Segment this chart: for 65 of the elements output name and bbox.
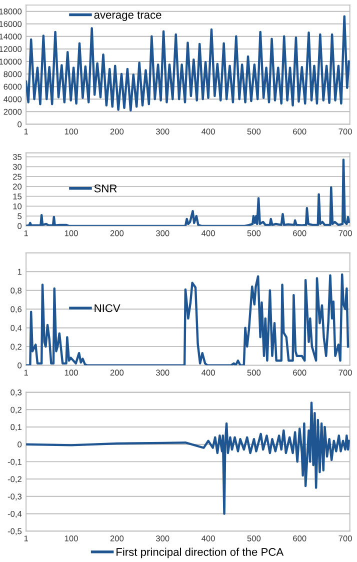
x-tick-label: 1 bbox=[24, 128, 28, 134]
x-tick-label: 200 bbox=[110, 535, 124, 542]
y-tick-label: 6000 bbox=[4, 84, 22, 90]
y-tick-label: 0,6 bbox=[10, 306, 22, 314]
y-tick-label: 20 bbox=[13, 184, 22, 190]
y-tick-label: -0,2 bbox=[8, 476, 22, 484]
y-tick-label: 0,4 bbox=[10, 325, 22, 332]
x-tick-label: 300 bbox=[156, 370, 170, 376]
x-tick-label: 500 bbox=[247, 370, 261, 376]
x-tick-label: 300 bbox=[156, 230, 170, 236]
x-tick-label: 1 bbox=[24, 536, 28, 542]
y-tick-label: 0 bbox=[18, 442, 22, 448]
x-tick-label: 200 bbox=[110, 128, 124, 134]
y-tick-label: 0,1 bbox=[10, 424, 22, 432]
x-tick-label: 600 bbox=[293, 230, 306, 236]
x-tick-label: 600 bbox=[293, 535, 306, 542]
x-tick-label: 100 bbox=[64, 230, 78, 236]
y-tick-label: -0,3 bbox=[8, 494, 22, 500]
y-tick-label: 2000 bbox=[4, 108, 22, 115]
y-tick-label: 0,2 bbox=[10, 406, 22, 414]
x-tick-label: 400 bbox=[202, 535, 215, 542]
x-tick-label: 500 bbox=[247, 128, 261, 134]
x-tick-label: 600 bbox=[293, 370, 306, 376]
legend-label: First principal direction of the PCA bbox=[116, 548, 284, 558]
legend-label: average trace bbox=[94, 11, 162, 21]
y-tick-label: 0 bbox=[18, 121, 22, 128]
x-tick-label: 300 bbox=[156, 128, 170, 134]
y-tick-label: 4000 bbox=[4, 96, 22, 102]
x-tick-label: 200 bbox=[110, 230, 124, 236]
y-tick-label: 15 bbox=[13, 194, 22, 200]
x-tick-label: 100 bbox=[64, 535, 78, 542]
x-tick-label: 700 bbox=[338, 370, 352, 376]
x-tick-label: 100 bbox=[64, 370, 78, 376]
legend-label: SNR bbox=[94, 184, 117, 192]
x-tick-label: 400 bbox=[202, 128, 215, 134]
x-tick-label: 400 bbox=[202, 230, 215, 236]
y-tick-label: 0,8 bbox=[10, 288, 22, 294]
y-tick-label: 10 bbox=[13, 203, 22, 210]
x-tick-label: 500 bbox=[247, 230, 261, 236]
y-tick-label: 0 bbox=[18, 362, 22, 368]
y-tick-label: -0,4 bbox=[8, 510, 22, 518]
x-tick-label: 500 bbox=[247, 535, 261, 542]
x-tick-label: 700 bbox=[338, 535, 352, 542]
line-series bbox=[26, 402, 350, 515]
y-tick-label: -0,1 bbox=[8, 458, 22, 466]
y-tick-label: 30 bbox=[12, 164, 22, 170]
x-tick-label: 600 bbox=[293, 128, 306, 134]
x-tick-label: 400 bbox=[202, 370, 215, 376]
y-tick-label: 0,3 bbox=[10, 389, 22, 396]
y-tick-label: -0,5 bbox=[8, 528, 22, 536]
y-tick-label: 5 bbox=[18, 213, 22, 220]
y-tick-label: 0,2 bbox=[10, 344, 22, 351]
legend-label: NICV bbox=[94, 304, 120, 312]
x-tick-label: 700 bbox=[338, 128, 352, 134]
y-tick-label: 35 bbox=[12, 154, 22, 160]
x-tick-label: 1 bbox=[24, 230, 28, 236]
x-tick-label: 200 bbox=[110, 370, 124, 376]
y-tick-label: 0 bbox=[18, 223, 22, 230]
y-tick-label: 25 bbox=[13, 174, 22, 180]
x-tick-label: 1 bbox=[24, 370, 28, 376]
x-tick-label: 300 bbox=[156, 535, 170, 542]
x-tick-label: 100 bbox=[64, 128, 78, 134]
y-tick-label: 1 bbox=[18, 268, 22, 275]
y-tick-label: 8000 bbox=[4, 71, 22, 78]
x-tick-label: 700 bbox=[338, 230, 352, 236]
